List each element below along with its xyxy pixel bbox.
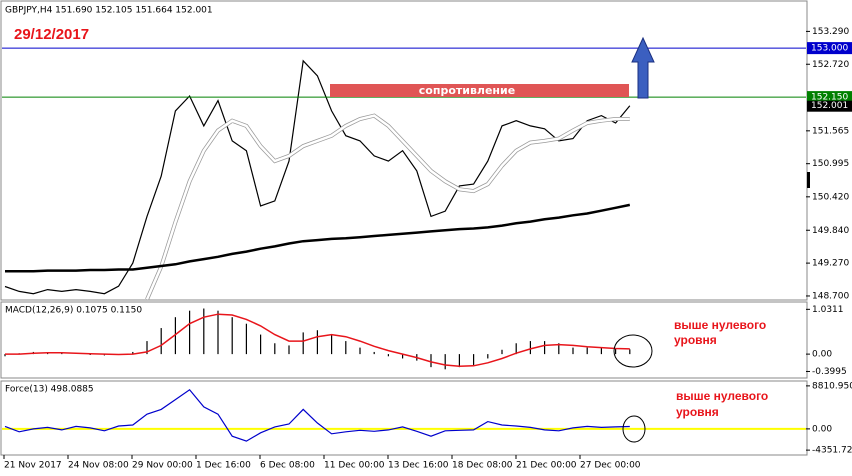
macd-bar — [387, 354, 389, 357]
price-panel — [0, 0, 808, 301]
y-tick-label: 150.995 — [812, 159, 849, 169]
macd-bar — [203, 308, 205, 355]
x-tick-label: 11 Dec 00:00 — [324, 461, 385, 471]
panel-title: GBPJPY,H4 151.690 152.105 151.664 152.00… — [5, 6, 213, 16]
macd-bar — [359, 347, 361, 355]
macd-bar — [586, 347, 588, 355]
series-line — [4, 388, 630, 442]
macd-bar — [402, 354, 404, 359]
macd-bar — [473, 354, 475, 365]
x-tick-label: 6 Dec 08:00 — [260, 461, 315, 471]
level-box — [807, 42, 852, 55]
x-tick-label: 29 Nov 00:00 — [132, 461, 193, 471]
macd-bar — [302, 332, 304, 355]
macd-bar — [458, 354, 460, 368]
macd-bar — [444, 354, 446, 370]
level-box — [807, 91, 852, 104]
macd-panel — [0, 301, 808, 379]
level-label: 153.000 — [811, 44, 848, 54]
level-label: 152.150 — [811, 93, 848, 103]
panel-title: Force(13) 498.0885 — [5, 385, 94, 395]
x-tick-label: 18 Dec 08:00 — [452, 461, 513, 471]
macd-bar — [4, 354, 6, 357]
macd-bar — [274, 343, 276, 355]
y-tick-label: 1.0311 — [812, 305, 844, 315]
scroll-marker — [807, 172, 810, 188]
macd-bar — [260, 334, 262, 355]
macd-bar — [132, 351, 134, 355]
macd-bar — [174, 317, 176, 355]
series-line — [145, 114, 630, 300]
macd-bar — [430, 354, 432, 368]
force-panel — [0, 380, 808, 456]
macd-bar — [373, 351, 375, 355]
x-tick-label: 13 Dec 16:00 — [388, 461, 449, 471]
y-tick-label: 149.840 — [812, 226, 849, 236]
resistance-label: сопротивление — [419, 84, 515, 97]
force-note: выше нулевого — [676, 389, 768, 403]
force-circle — [622, 415, 646, 443]
x-tick-label: 27 Dec 00:00 — [580, 461, 641, 471]
macd-bar — [501, 349, 503, 355]
y-tick-label: 8810.950 — [812, 381, 852, 391]
series-line — [4, 59, 631, 295]
macd-bar — [217, 310, 219, 355]
macd-bar — [89, 354, 91, 355]
macd-bar — [288, 345, 290, 355]
y-tick-label: 0.00 — [812, 350, 832, 360]
x-tick-label: 1 Dec 16:00 — [196, 461, 251, 471]
x-tick-label: 21 Dec 00:00 — [516, 461, 577, 471]
series-line — [5, 203, 631, 273]
y-tick-label: -4351.726 — [812, 446, 852, 456]
macd-note: уровня — [674, 333, 717, 347]
macd-bar — [345, 341, 347, 355]
price-label: 152.001 — [811, 101, 848, 111]
date-note: 29/12/2017 — [14, 26, 89, 43]
up-arrow — [631, 36, 655, 99]
macd-bar — [600, 347, 602, 355]
y-tick-label: 153.290 — [812, 27, 849, 37]
macd-bar — [615, 348, 617, 355]
x-tick-label: 21 Nov 2017 — [4, 461, 62, 471]
price-box — [807, 100, 852, 112]
y-tick-label: 149.270 — [812, 259, 849, 269]
y-tick-label: 148.700 — [812, 291, 849, 301]
macd-bar — [572, 347, 574, 355]
macd-bar — [189, 310, 191, 355]
macd-bar — [487, 354, 489, 359]
macd-bar — [245, 323, 247, 355]
macd-bar — [629, 349, 631, 355]
y-tick-label: -0.3995 — [812, 367, 847, 377]
y-tick-label: 151.565 — [812, 126, 849, 136]
macd-bar — [558, 343, 560, 355]
macd-bar — [146, 341, 148, 355]
y-tick-label: 150.420 — [812, 192, 849, 202]
macd-bar — [231, 317, 233, 355]
macd-bar — [61, 353, 63, 355]
macd-bar — [515, 343, 517, 355]
macd-bar — [544, 341, 546, 355]
y-tick-label: 152.720 — [812, 60, 849, 70]
resistance-box — [330, 84, 629, 97]
series-line — [5, 313, 630, 368]
macd-bar — [160, 328, 162, 355]
macd-bar — [529, 341, 531, 355]
macd-bar — [316, 330, 318, 355]
macd-bar — [331, 334, 333, 355]
force-note: уровня — [676, 405, 719, 419]
x-tick-label: 24 Nov 08:00 — [68, 461, 129, 471]
y-tick-label: 0.00 — [812, 424, 832, 434]
macd-note: выше нулевого — [674, 318, 766, 332]
macd-circle — [613, 334, 653, 368]
panel-title: MACD(12,26,9) 0.1075 0.1150 — [5, 306, 142, 316]
